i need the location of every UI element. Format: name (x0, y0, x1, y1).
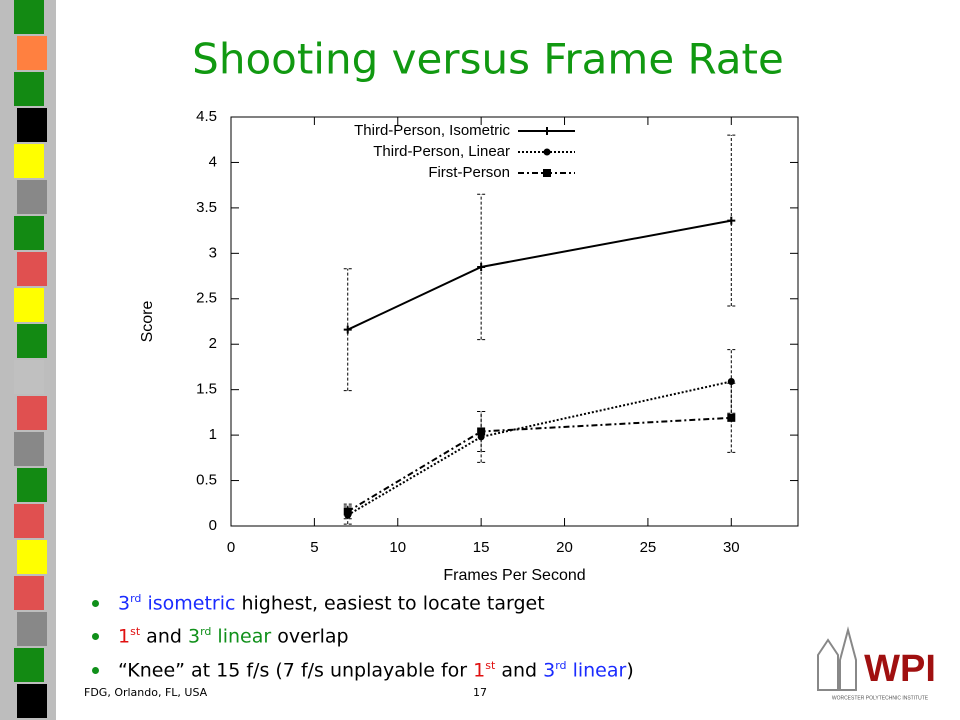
strip-block (14, 576, 44, 610)
x-axis-label: Frames Per Second (443, 567, 585, 584)
footer: FDG, Orlando, FL, USA (84, 686, 208, 699)
strip-block (14, 504, 44, 538)
error-bar (477, 410, 486, 452)
bullet-text: ) (626, 659, 634, 682)
strip-block (17, 468, 47, 502)
bullet-text: overlap (271, 625, 349, 648)
bullet: 3rd isometric highest, easiest to locate… (92, 592, 545, 615)
strip-block (17, 180, 47, 214)
x-tick-label: 0 (227, 539, 235, 556)
y-tick-label: 0.5 (196, 472, 217, 489)
y-tick-label: 3 (209, 244, 217, 261)
legend-label: First-Person (428, 164, 510, 181)
x-tick-label: 15 (473, 539, 490, 556)
bullet-text: isometric (141, 592, 236, 615)
strip-block (17, 684, 47, 718)
marker (543, 169, 551, 177)
x-tick-label: 25 (640, 539, 657, 556)
strip-block (17, 36, 47, 70)
bullet-text: linear (566, 659, 627, 682)
marker (727, 377, 735, 385)
logo: WPI WORCESTER POLYTECHNIC INSTITUTE (817, 626, 936, 701)
marker (727, 216, 736, 225)
marker (727, 413, 736, 422)
strip-block (17, 324, 47, 358)
bullet-text: 1 (118, 625, 131, 648)
bullet-text: 3 (543, 659, 556, 682)
strip-block (14, 432, 44, 466)
bullet-text: st (130, 625, 141, 638)
y-tick-label: 1 (209, 426, 217, 443)
bullet-text: 3 (187, 625, 201, 648)
strip-block (17, 252, 47, 286)
x-tick-label: 30 (723, 539, 740, 556)
strip-block (14, 0, 44, 34)
plot-frame (230, 116, 799, 527)
bullet-text: rd (130, 592, 142, 605)
legend-label: Third-Person, Isometric (354, 122, 510, 139)
y-tick-label: 0 (209, 517, 217, 534)
bullet-text: and (495, 659, 544, 682)
bullet-dot (92, 633, 99, 640)
strip-block (14, 360, 44, 394)
bullet-text: rd (200, 625, 212, 638)
marker (543, 127, 551, 135)
slide-title: Shooting versus Frame Rate (192, 35, 784, 84)
logo-text: WPI (864, 648, 936, 690)
bullet-text: “Knee” at 15 f/s (7 f/s unplayable for (118, 659, 474, 682)
strip-block (14, 72, 44, 106)
strip-block (14, 144, 44, 178)
strip-block (17, 396, 47, 430)
strip-block (14, 648, 44, 682)
y-tick-label: 2.5 (196, 290, 217, 307)
strip-block (17, 540, 47, 574)
y-tick-label: 2 (209, 335, 217, 352)
strip-block (14, 288, 44, 322)
strip-block (17, 108, 47, 142)
legend-label: Third-Person, Linear (373, 143, 510, 160)
y-tick-label: 4.5 (196, 108, 217, 125)
bullet-text: and (140, 625, 188, 648)
error-bar (727, 382, 736, 453)
marker (543, 148, 551, 156)
page-number: 17 (473, 686, 487, 699)
logo-caption: WORCESTER POLYTECHNIC INSTITUTE (832, 695, 929, 701)
bullet-text: st (485, 659, 496, 672)
marker (343, 325, 352, 334)
strip-block (17, 612, 47, 646)
y-tick-label: 4 (209, 153, 217, 170)
bullet: “Knee” at 15 f/s (7 f/s unplayable for 1… (92, 659, 634, 682)
x-tick-label: 20 (556, 539, 573, 556)
bullet-text: highest, easiest to locate target (235, 592, 545, 615)
y-tick-label: 3.5 (196, 199, 217, 216)
bullet: 1st and 3rd linear overlap (92, 625, 349, 648)
bullet-dot (92, 600, 99, 607)
strip-blocks (14, 0, 47, 718)
marker (477, 427, 486, 436)
bullet-text: 3 (118, 592, 131, 615)
bullet-text: rd (555, 659, 567, 672)
marker (343, 507, 352, 516)
series-line (347, 416, 732, 513)
series-line (347, 219, 732, 331)
y-axis-label: Score (139, 301, 156, 343)
y-tick-label: 1.5 (196, 381, 217, 398)
bullet-dot (92, 667, 99, 674)
bullet-text: 1 (473, 659, 486, 682)
x-tick-label: 5 (310, 539, 318, 556)
bullet-text: linear (211, 625, 272, 648)
strip-block (14, 216, 44, 250)
x-tick-label: 10 (389, 539, 406, 556)
series-line (347, 380, 732, 516)
marker (477, 262, 486, 271)
logo-building (817, 626, 857, 691)
